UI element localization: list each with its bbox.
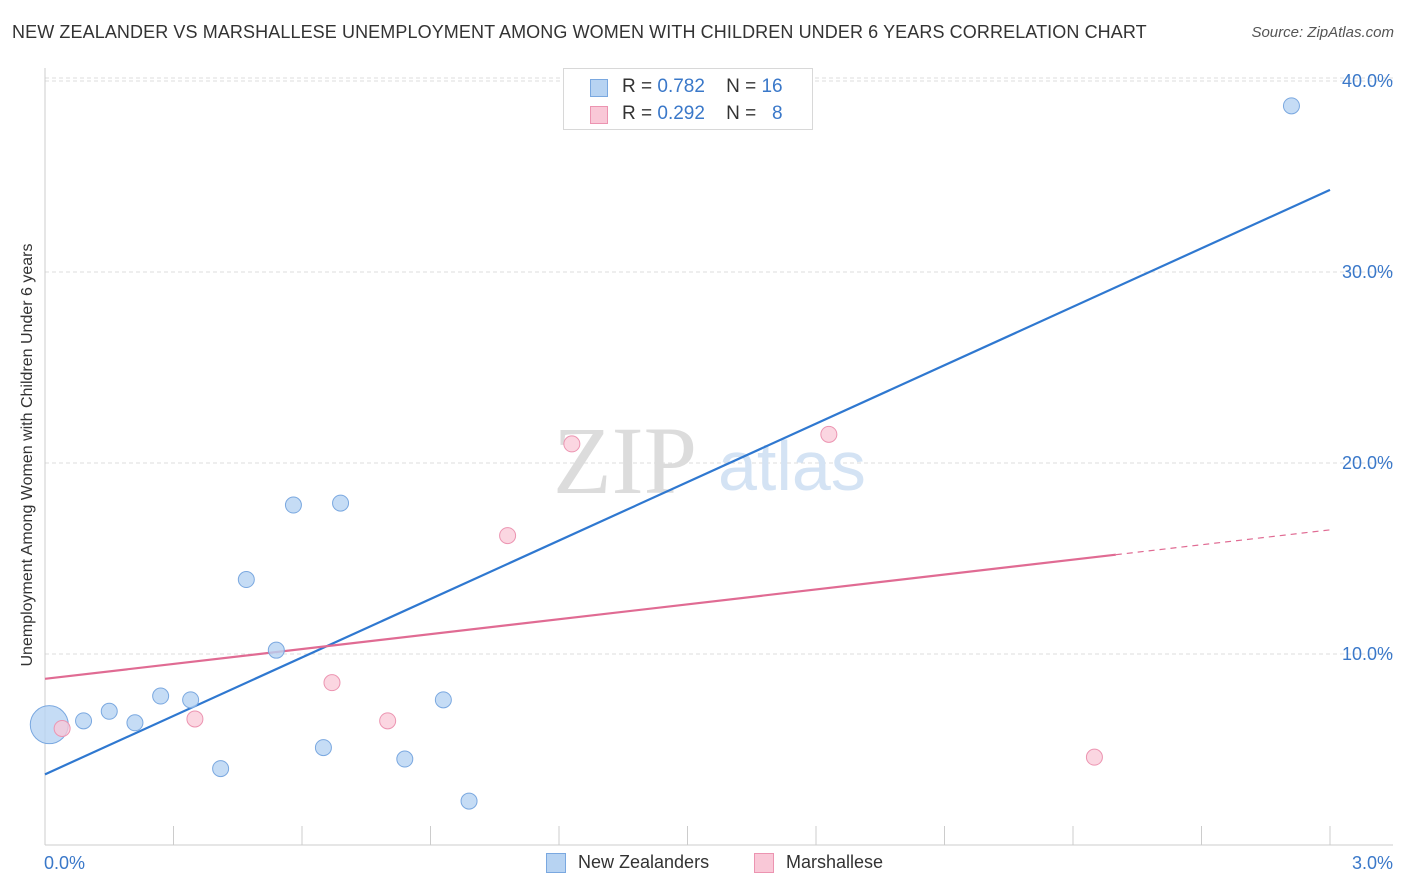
trendline-marshallese — [44, 553, 1116, 680]
data-point-new-zealanders[interactable] — [284, 496, 302, 514]
legend-swatch-blue — [590, 79, 608, 97]
data-point-marshallese[interactable] — [379, 712, 397, 730]
gridlines — [45, 77, 1393, 655]
source-credit: Source: ZipAtlas.com — [1251, 24, 1394, 41]
data-point-new-zealanders[interactable] — [396, 750, 414, 768]
data-point-marshallese[interactable] — [323, 674, 341, 692]
watermark-zip: ZIP — [553, 407, 697, 514]
watermark-atlas: atlas — [718, 427, 866, 505]
data-point-new-zealanders[interactable] — [182, 691, 200, 709]
chart-title: NEW ZEALANDER VS MARSHALLESE UNEMPLOYMEN… — [12, 22, 1147, 42]
data-point-marshallese[interactable] — [53, 719, 71, 737]
data-point-new-zealanders[interactable] — [314, 739, 332, 757]
correlation-legend: R = 0.782 N = 16 R = 0.292 N = 8 — [563, 68, 813, 130]
legend-label: New Zealanders — [578, 852, 710, 872]
data-point-new-zealanders[interactable] — [460, 792, 478, 810]
data-point-new-zealanders[interactable] — [126, 714, 144, 732]
data-point-marshallese[interactable] — [499, 527, 517, 545]
trendline-new-zealanders — [44, 188, 1331, 776]
data-point-marshallese[interactable] — [1085, 748, 1103, 766]
y-tick-label: 20.0% — [1342, 453, 1393, 473]
data-point-new-zealanders[interactable] — [75, 712, 93, 730]
data-point-marshallese[interactable] — [820, 425, 838, 443]
legend-n-value: 8 — [772, 103, 783, 124]
trendlines — [44, 188, 1331, 776]
y-tick-label: 40.0% — [1342, 71, 1393, 91]
legend-n-label: N = — [726, 76, 757, 97]
tick-labels: 10.0% 20.0% 30.0% 40.0% 0.0% 3.0% — [44, 71, 1393, 873]
y-tick-label: 30.0% — [1342, 262, 1393, 282]
legend-n-value: 16 — [761, 76, 783, 97]
x-tick-label: 0.0% — [44, 853, 85, 873]
data-point-new-zealanders[interactable] — [152, 687, 170, 705]
legend-swatch-blue — [546, 853, 566, 873]
x-tick-label: 3.0% — [1352, 853, 1393, 873]
legend-label: Marshallese — [786, 852, 884, 872]
legend-n-label: N = — [726, 103, 757, 124]
data-point-new-zealanders[interactable] — [212, 760, 230, 778]
data-point-new-zealanders[interactable] — [100, 702, 118, 720]
legend-swatch-pink — [754, 853, 774, 873]
trendline-marshallese-extension — [1115, 529, 1331, 556]
data-points — [29, 97, 1300, 810]
data-point-new-zealanders[interactable] — [332, 494, 350, 512]
data-point-new-zealanders[interactable] — [1282, 97, 1300, 115]
legend-swatch-pink — [590, 106, 608, 124]
data-point-marshallese[interactable] — [186, 710, 204, 728]
data-point-new-zealanders[interactable] — [237, 571, 255, 589]
legend-r-label: R = — [622, 76, 653, 97]
data-point-marshallese[interactable] — [563, 435, 581, 453]
data-point-new-zealanders[interactable] — [267, 641, 285, 659]
legend-r-value: 0.782 — [657, 76, 705, 97]
y-tick-label: 10.0% — [1342, 644, 1393, 664]
data-point-new-zealanders[interactable] — [434, 691, 452, 709]
legend-r-value: 0.292 — [657, 103, 705, 124]
legend-r-label: R = — [622, 103, 653, 124]
watermark: ZIP atlas — [553, 407, 866, 514]
